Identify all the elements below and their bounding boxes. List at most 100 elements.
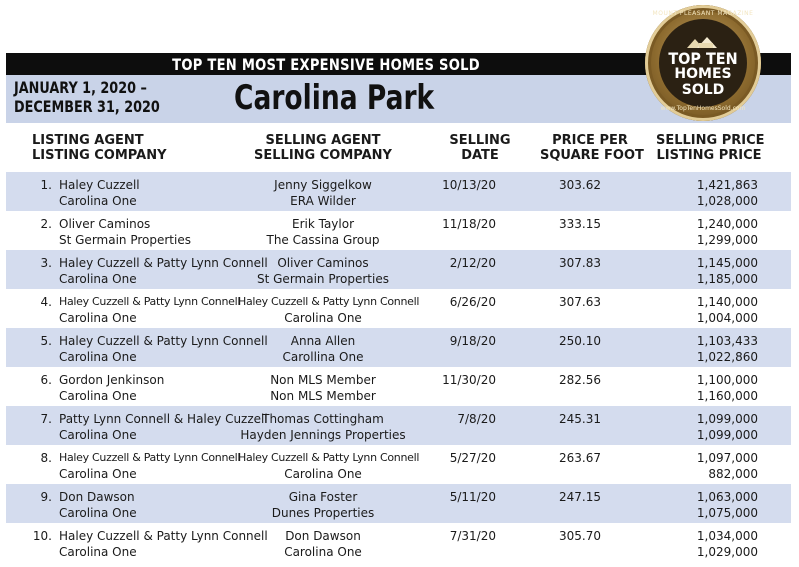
neighborhood-title: Carolina Park [234,78,435,118]
price-per-sqft: 303.62 [559,178,601,192]
listing-company: Carolina One [59,506,137,520]
listing-price: 1,099,000 [696,428,758,442]
listing-price: 1,029,000 [696,545,758,559]
sales-table: 1. Haley Cuzzell Carolina One Jenny Siggelk… [6,172,791,562]
table-row: 8. Haley Cuzzell & Patty Lynn Connell Caro… [6,445,791,484]
header-listing-agent: LISTING AGENT [32,133,144,148]
listing-agent: Haley Cuzzell & Patty Lynn Connell [59,295,241,308]
selling-agent: Haley Cuzzell & Patty Lynn Connell [238,451,420,464]
row-number: 5. [40,334,52,348]
selling-agent: Don Dawson [285,529,361,543]
header-selling: SELLING AGENT SELLING COMPANY [238,133,408,163]
header-date-line1: SELLING [449,133,511,148]
badge-line2: HOMES [674,66,732,82]
selling-agent: Erik Taylor [291,217,355,231]
header-listing: LISTING AGENT LISTING COMPANY [32,133,166,163]
selling-date: 7/31/20 [449,529,496,543]
selling-agent: Oliver Caminos [277,256,369,270]
table-row: 4. Haley Cuzzell & Patty Lynn Connell Caro… [6,289,791,328]
row-number: 3. [40,256,52,270]
price-per-sqft: 307.63 [559,295,601,309]
badge-bottom-text: www.TopTenHomesSold.com [660,105,746,112]
price-per-sqft: 263.67 [559,451,601,465]
listing-price: 1,022,860 [696,350,758,364]
listing-price: 1,299,000 [696,233,758,247]
selling-date: 6/26/20 [449,295,496,309]
listing-agent: Gordon Jenkinson [59,373,165,387]
header-ppsf: PRICE PER SQUARE FOOT [540,133,644,163]
selling-price: 1,034,000 [696,529,758,543]
top-ten-badge-logo: MOUNT PLEASANT MAGAZINE TOP TEN HOMES SO… [645,5,761,121]
header-date: SELLING DATE [440,133,520,163]
selling-date: 2/12/20 [449,256,496,270]
listing-agent: Haley Cuzzell [59,178,140,192]
table-row: 1. Haley Cuzzell Carolina One Jenny Siggelk… [6,172,791,211]
listing-agent: Patty Lynn Connell & Haley Cuzzell [59,412,268,426]
selling-date: 7/8/20 [457,412,496,426]
selling-price: 1,097,000 [696,451,758,465]
selling-date: 11/18/20 [442,217,496,231]
date-range-start: JANUARY 1, 2020 – [14,78,147,97]
listing-company: Carolina One [59,194,137,208]
table-row: 3. Haley Cuzzell & Patty Lynn Connell Caro… [6,250,791,289]
badge-inner [659,19,747,107]
listing-price: 1,004,000 [696,311,758,325]
row-number: 7. [40,412,52,426]
selling-price: 1,421,863 [696,178,758,192]
listing-agent: Haley Cuzzell & Patty Lynn Connell [59,334,268,348]
listing-agent: Haley Cuzzell & Patty Lynn Connell [59,529,268,543]
selling-price: 1,103,433 [696,334,758,348]
selling-agent: Jenny Siggelkow [274,178,372,192]
selling-date: 10/13/20 [442,178,496,192]
listing-company: Carolina One [59,272,137,286]
selling-company: Carolina One [284,311,362,325]
listing-agent: Oliver Caminos [59,217,151,231]
row-number: 4. [40,295,52,309]
row-number: 2. [40,217,52,231]
selling-date: 5/27/20 [449,451,496,465]
selling-agent: Haley Cuzzell & Patty Lynn Connell [238,295,420,308]
listing-company: Carolina One [59,545,137,559]
table-row: 2. Oliver Caminos St Germain Properties Eri… [6,211,791,250]
house-icon [687,37,717,48]
selling-date: 5/11/20 [449,490,496,504]
price-per-sqft: 282.56 [559,373,601,387]
selling-agent: Thomas Cottingham [262,412,384,426]
selling-date: 11/30/20 [442,373,496,387]
selling-price: 1,063,000 [696,490,758,504]
selling-company: Hayden Jennings Properties [240,428,406,442]
badge-top-text: MOUNT PLEASANT MAGAZINE [652,10,754,17]
listing-company: Carolina One [59,389,137,403]
selling-company: Dunes Properties [271,506,375,520]
header-ppsf-line2: SQUARE FOOT [540,148,644,163]
listing-company: St Germain Properties [59,233,191,247]
listing-company: Carolina One [59,428,137,442]
selling-price: 1,140,000 [696,295,758,309]
listing-price: 1,028,000 [696,194,758,208]
header-selling-company: SELLING COMPANY [254,148,392,163]
header-date-line2: DATE [461,148,499,163]
selling-company: Carollina One [282,350,364,364]
price-per-sqft: 250.10 [559,334,601,348]
row-number: 8. [40,451,52,465]
selling-company: ERA Wilder [290,194,356,208]
header-ppsf-line1: PRICE PER [552,133,628,148]
table-row: 7. Patty Lynn Connell & Haley Cuzzell Caro… [6,406,791,445]
header-selling-agent: SELLING AGENT [265,133,381,148]
price-per-sqft: 245.31 [559,412,601,426]
selling-date: 9/18/20 [449,334,496,348]
selling-company: The Cassina Group [266,233,380,247]
table-row: 6. Gordon Jenkinson Carolina One Non MLS Me… [6,367,791,406]
date-range-end: DECEMBER 31, 2020 [14,97,160,116]
row-number: 1. [40,178,52,192]
header-price: SELLING PRICE LISTING PRICE [656,133,765,163]
title-banner: TOP TEN MOST EXPENSIVE HOMES SOLD [6,53,791,75]
banner-title: TOP TEN MOST EXPENSIVE HOMES SOLD [172,55,480,74]
listing-price: 1,185,000 [696,272,758,286]
listing-price: 882,000 [708,467,758,481]
selling-company: St Germain Properties [257,272,389,286]
selling-company: Carolina One [284,467,362,481]
row-number: 9. [40,490,52,504]
selling-agent: Gina Foster [288,490,358,504]
row-number: 6. [40,373,52,387]
